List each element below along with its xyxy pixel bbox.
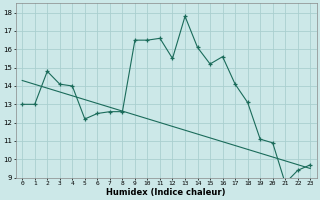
- X-axis label: Humidex (Indice chaleur): Humidex (Indice chaleur): [107, 188, 226, 197]
